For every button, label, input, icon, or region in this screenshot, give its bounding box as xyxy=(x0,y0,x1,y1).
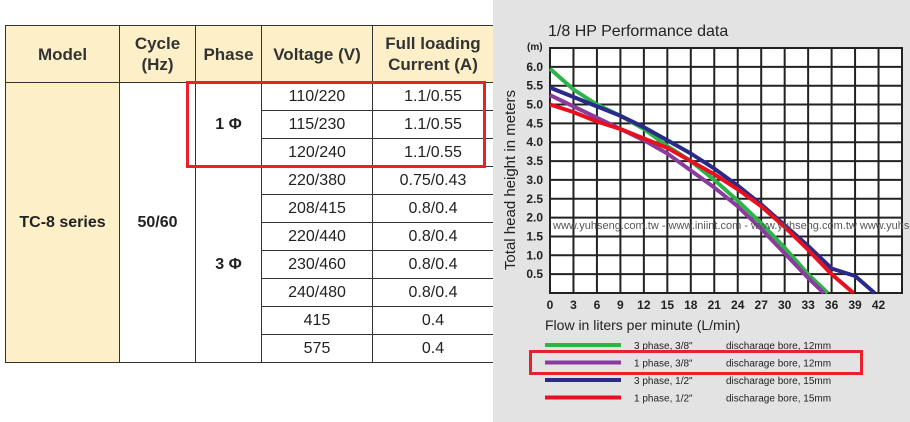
voltage-cell: 120/240 xyxy=(261,138,373,167)
legend-label: 1 phase, 3/8" xyxy=(634,359,693,370)
y-tick-label: 0.5 xyxy=(526,267,543,281)
x-tick-label: 3 xyxy=(570,298,577,312)
x-tick-label: 42 xyxy=(872,298,886,312)
y-tick-label: 3.0 xyxy=(526,173,543,187)
legend-highlight-box xyxy=(529,350,863,375)
series-line-3 xyxy=(549,85,876,295)
voltage-cell: 115/230 xyxy=(261,110,373,139)
y-tick-label: 2.0 xyxy=(526,211,543,225)
y-tick-label: 1.0 xyxy=(526,248,543,262)
y-axis-label: Total head height in meters xyxy=(502,90,519,270)
current-cell: 0.8/0.4 xyxy=(372,278,494,307)
header-phase: Phase xyxy=(195,25,262,83)
watermark-text: www.yuhseng.com.tw - www.iniint.com - ww… xyxy=(552,220,910,232)
y-tick-label: 3.5 xyxy=(526,154,543,168)
x-axis-label: Flow in liters per minute (L/min) xyxy=(545,317,740,333)
y-tick-label: 6.0 xyxy=(526,60,543,74)
x-tick-label: 27 xyxy=(755,298,769,312)
current-cell: 0.8/0.4 xyxy=(372,194,494,223)
table-header-row: Model Cycle (Hz) Phase Voltage (V) Full … xyxy=(5,25,494,83)
voltage-cell: 208/415 xyxy=(261,194,373,223)
voltage-cell: 220/440 xyxy=(261,222,373,251)
legend-label: 3 phase, 3/8" xyxy=(634,341,693,352)
y-tick-label: 2.5 xyxy=(526,192,543,206)
x-tick-label: 9 xyxy=(617,298,624,312)
x-tick-label: 36 xyxy=(825,298,839,312)
chart-title: 1/8 HP Performance data xyxy=(548,23,728,40)
header-current: Full loading Current (A) xyxy=(372,25,494,83)
x-tick-label: 18 xyxy=(684,298,698,312)
header-model: Model xyxy=(5,25,120,83)
series-line-2 xyxy=(549,93,826,295)
voltage-cell: 575 xyxy=(261,334,373,363)
y-tick-label: 5.0 xyxy=(526,98,543,112)
cycle-cell: 50/60 xyxy=(119,82,196,363)
current-cell: 1.1/0.55 xyxy=(372,82,494,111)
legend-desc: discharage bore, 15mm xyxy=(726,394,831,405)
voltage-cell: 415 xyxy=(261,306,373,335)
x-tick-label: 24 xyxy=(731,298,745,312)
table-row: 575 0.4 xyxy=(6,334,494,363)
y-tick-label: 1.5 xyxy=(526,229,543,243)
legend-label: 1 phase, 1/2" xyxy=(634,394,693,405)
y-tick-label: 4.0 xyxy=(526,135,543,149)
header-voltage: Voltage (V) xyxy=(261,25,373,83)
legend-label: 3 phase, 1/2" xyxy=(634,376,693,387)
table-row: 115/230 1.1/0.55 xyxy=(6,110,494,139)
x-tick-label: 33 xyxy=(801,298,815,312)
current-cell: 0.75/0.43 xyxy=(372,166,494,195)
model-cell: TC-8 series xyxy=(5,82,120,363)
phase-3-cell: 3 Φ xyxy=(195,166,262,363)
x-tick-label: 6 xyxy=(594,298,601,312)
x-tick-label: 15 xyxy=(661,298,675,312)
y-tick-label: 4.5 xyxy=(526,116,543,130)
legend-desc: discharage bore, 12mm xyxy=(726,341,831,352)
x-tick-label: 21 xyxy=(708,298,722,312)
legend-desc: discharage bore, 15mm xyxy=(726,376,831,387)
x-tick-label: 39 xyxy=(848,298,862,312)
x-tick-label: 30 xyxy=(778,298,792,312)
plot-area xyxy=(549,47,903,294)
table-row: 230/460 0.8/0.4 xyxy=(6,250,494,279)
table-row: TC-8 series 50/60 1 Φ 110/220 1.1/0.55 xyxy=(5,82,494,363)
table-row: 3 Φ 220/380 0.75/0.43 xyxy=(6,166,494,363)
x-tick-label: 12 xyxy=(637,298,651,312)
legend-desc: discharage bore, 12mm xyxy=(726,359,831,370)
voltage-cell: 240/480 xyxy=(261,278,373,307)
x-tick-label: 0 xyxy=(547,298,554,312)
table-row: 208/415 0.8/0.4 xyxy=(6,194,494,223)
table-row: 240/480 0.8/0.4 xyxy=(6,278,494,307)
series-line-4 xyxy=(549,102,855,295)
y-unit-label: (m) xyxy=(527,42,543,53)
y-tick-label: 5.5 xyxy=(526,79,543,93)
table-row: 120/240 1.1/0.55 xyxy=(6,138,494,167)
